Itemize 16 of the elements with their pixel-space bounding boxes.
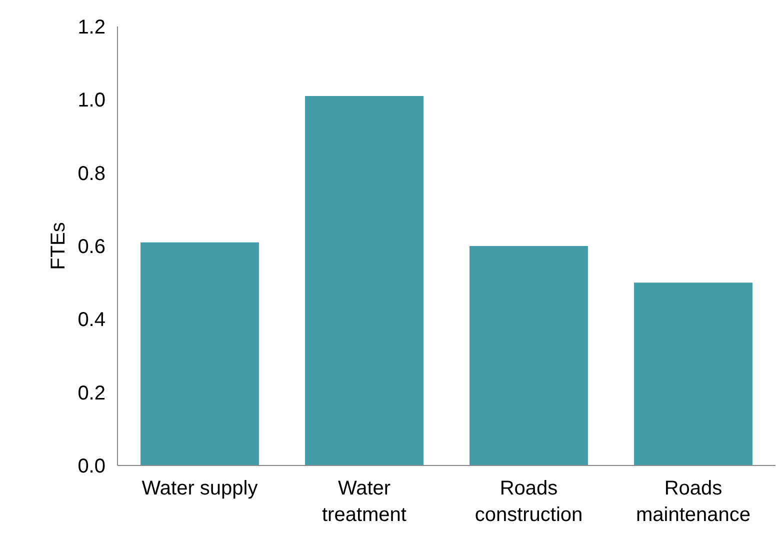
y-tick-label: 1.2 — [78, 16, 106, 38]
x-tick-label: Roads construction — [474, 478, 583, 526]
y-tick-label: 0.2 — [78, 382, 106, 404]
bar — [470, 246, 588, 466]
y-axis-title: FTEs — [48, 222, 70, 270]
y-tick-label: 0.4 — [78, 309, 106, 332]
bar — [305, 96, 424, 466]
y-tick-label: 1.0 — [78, 90, 106, 112]
y-tick-label: 0.8 — [78, 162, 106, 185]
bar — [140, 242, 259, 466]
y-tick-label: 0.6 — [78, 236, 106, 258]
x-tick-label: Water treatment — [322, 478, 407, 526]
x-tick-label: Water supply — [142, 478, 258, 500]
y-tick-label: 0.0 — [78, 456, 106, 478]
bar — [634, 282, 752, 466]
x-tick-label: Roads maintenance — [636, 478, 751, 526]
